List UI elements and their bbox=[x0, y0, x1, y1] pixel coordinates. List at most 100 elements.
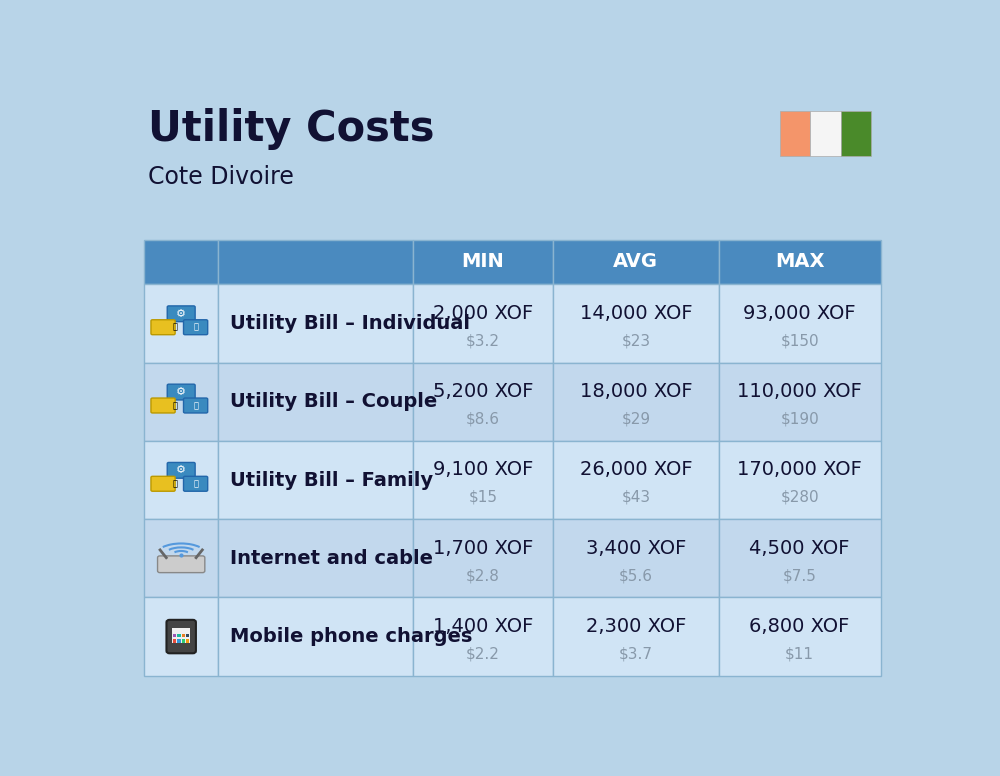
FancyBboxPatch shape bbox=[413, 441, 553, 519]
FancyBboxPatch shape bbox=[780, 111, 810, 156]
FancyBboxPatch shape bbox=[184, 476, 208, 491]
Text: 14,000 XOF: 14,000 XOF bbox=[580, 303, 692, 323]
FancyBboxPatch shape bbox=[218, 598, 413, 676]
Text: 1,700 XOF: 1,700 XOF bbox=[433, 539, 533, 558]
Text: Utility Bill – Individual: Utility Bill – Individual bbox=[230, 314, 470, 333]
FancyBboxPatch shape bbox=[144, 598, 218, 676]
FancyBboxPatch shape bbox=[173, 633, 176, 637]
Text: $43: $43 bbox=[621, 490, 650, 504]
Text: Utility Bill – Couple: Utility Bill – Couple bbox=[230, 392, 437, 411]
FancyBboxPatch shape bbox=[186, 639, 189, 643]
FancyBboxPatch shape bbox=[841, 111, 871, 156]
Text: 5,200 XOF: 5,200 XOF bbox=[433, 382, 533, 401]
Text: MAX: MAX bbox=[775, 252, 824, 272]
FancyBboxPatch shape bbox=[167, 384, 195, 400]
Text: 93,000 XOF: 93,000 XOF bbox=[743, 303, 856, 323]
Text: Internet and cable: Internet and cable bbox=[230, 549, 433, 568]
Text: $5.6: $5.6 bbox=[619, 568, 653, 583]
FancyBboxPatch shape bbox=[184, 398, 208, 413]
FancyBboxPatch shape bbox=[184, 320, 208, 334]
FancyBboxPatch shape bbox=[182, 633, 185, 637]
FancyBboxPatch shape bbox=[144, 240, 218, 284]
FancyBboxPatch shape bbox=[151, 320, 175, 334]
Text: $280: $280 bbox=[780, 490, 819, 504]
Text: $11: $11 bbox=[785, 646, 814, 661]
FancyBboxPatch shape bbox=[553, 441, 719, 519]
FancyBboxPatch shape bbox=[144, 441, 218, 519]
Text: 🐟: 🐟 bbox=[193, 401, 198, 410]
FancyBboxPatch shape bbox=[719, 284, 881, 362]
FancyBboxPatch shape bbox=[144, 284, 218, 362]
Text: $190: $190 bbox=[780, 411, 819, 427]
FancyBboxPatch shape bbox=[218, 519, 413, 598]
Text: 🔧: 🔧 bbox=[173, 323, 178, 331]
FancyBboxPatch shape bbox=[553, 598, 719, 676]
FancyBboxPatch shape bbox=[218, 362, 413, 441]
FancyBboxPatch shape bbox=[553, 240, 719, 284]
Text: 9,100 XOF: 9,100 XOF bbox=[433, 460, 533, 480]
Text: 2,300 XOF: 2,300 XOF bbox=[586, 617, 686, 636]
Text: AVG: AVG bbox=[613, 252, 658, 272]
Text: 4,500 XOF: 4,500 XOF bbox=[749, 539, 850, 558]
FancyBboxPatch shape bbox=[173, 639, 176, 643]
Text: 170,000 XOF: 170,000 XOF bbox=[737, 460, 862, 480]
FancyBboxPatch shape bbox=[167, 462, 195, 478]
Text: 🐟: 🐟 bbox=[193, 480, 198, 488]
Text: ⚙: ⚙ bbox=[176, 466, 186, 476]
Text: $3.2: $3.2 bbox=[466, 333, 500, 348]
FancyBboxPatch shape bbox=[719, 362, 881, 441]
FancyBboxPatch shape bbox=[413, 284, 553, 362]
FancyBboxPatch shape bbox=[218, 284, 413, 362]
Text: $23: $23 bbox=[621, 333, 650, 348]
Text: Utility Costs: Utility Costs bbox=[148, 108, 435, 150]
Text: 18,000 XOF: 18,000 XOF bbox=[580, 382, 692, 401]
Text: $8.6: $8.6 bbox=[466, 411, 500, 427]
Text: 110,000 XOF: 110,000 XOF bbox=[737, 382, 862, 401]
FancyBboxPatch shape bbox=[553, 362, 719, 441]
FancyBboxPatch shape bbox=[719, 240, 881, 284]
FancyBboxPatch shape bbox=[719, 598, 881, 676]
FancyBboxPatch shape bbox=[413, 362, 553, 441]
Text: $2.8: $2.8 bbox=[466, 568, 500, 583]
FancyBboxPatch shape bbox=[810, 111, 841, 156]
Text: 2,000 XOF: 2,000 XOF bbox=[433, 303, 533, 323]
Text: ⚙: ⚙ bbox=[176, 309, 186, 319]
FancyBboxPatch shape bbox=[151, 476, 175, 491]
Text: 26,000 XOF: 26,000 XOF bbox=[580, 460, 692, 480]
FancyBboxPatch shape bbox=[218, 240, 413, 284]
Text: Mobile phone charges: Mobile phone charges bbox=[230, 627, 472, 646]
FancyBboxPatch shape bbox=[144, 362, 218, 441]
FancyBboxPatch shape bbox=[144, 519, 218, 598]
Text: 1,400 XOF: 1,400 XOF bbox=[433, 617, 533, 636]
FancyBboxPatch shape bbox=[719, 519, 881, 598]
FancyBboxPatch shape bbox=[553, 519, 719, 598]
Text: 🐟: 🐟 bbox=[193, 323, 198, 331]
Text: $7.5: $7.5 bbox=[783, 568, 817, 583]
FancyBboxPatch shape bbox=[413, 598, 553, 676]
FancyBboxPatch shape bbox=[218, 441, 413, 519]
Text: Utility Bill – Family: Utility Bill – Family bbox=[230, 470, 433, 490]
FancyBboxPatch shape bbox=[413, 519, 553, 598]
FancyBboxPatch shape bbox=[553, 284, 719, 362]
FancyBboxPatch shape bbox=[167, 306, 195, 322]
FancyBboxPatch shape bbox=[172, 628, 190, 643]
FancyBboxPatch shape bbox=[182, 639, 185, 643]
Text: $3.7: $3.7 bbox=[619, 646, 653, 661]
Text: ⚙: ⚙ bbox=[176, 387, 186, 397]
FancyBboxPatch shape bbox=[413, 240, 553, 284]
Text: 🔧: 🔧 bbox=[173, 401, 178, 410]
FancyBboxPatch shape bbox=[719, 441, 881, 519]
FancyBboxPatch shape bbox=[151, 398, 175, 413]
Text: 6,800 XOF: 6,800 XOF bbox=[749, 617, 850, 636]
FancyBboxPatch shape bbox=[166, 620, 196, 653]
FancyBboxPatch shape bbox=[177, 639, 181, 643]
Text: MIN: MIN bbox=[462, 252, 504, 272]
Text: $150: $150 bbox=[780, 333, 819, 348]
Text: $2.2: $2.2 bbox=[466, 646, 500, 661]
Text: $15: $15 bbox=[469, 490, 498, 504]
FancyBboxPatch shape bbox=[186, 633, 189, 637]
FancyBboxPatch shape bbox=[158, 556, 205, 573]
Text: 🔧: 🔧 bbox=[173, 480, 178, 488]
Text: $29: $29 bbox=[621, 411, 650, 427]
FancyBboxPatch shape bbox=[177, 633, 181, 637]
